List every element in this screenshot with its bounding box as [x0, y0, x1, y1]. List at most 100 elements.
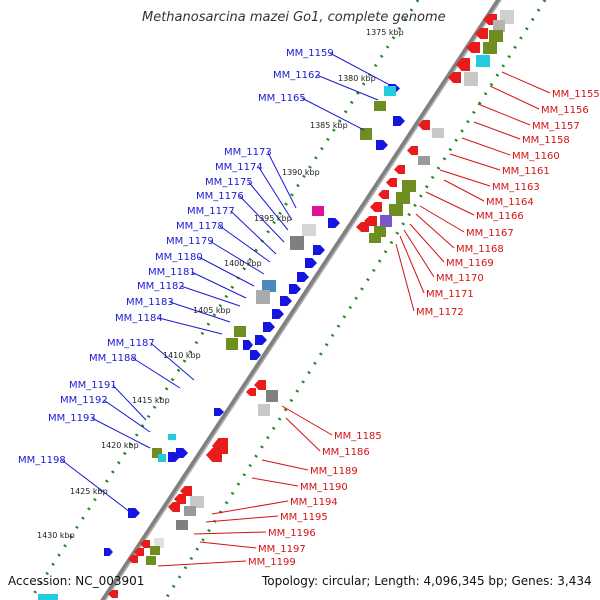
gene-label-forward: MM_1178: [176, 221, 224, 232]
kbp-label: 1400 kbp: [224, 259, 262, 268]
gene-label-reverse: MM_1186: [322, 447, 370, 458]
leader-line-forward: [180, 285, 241, 307]
forward-gene-arrow: [393, 116, 405, 126]
leader-line-reverse: [395, 243, 415, 312]
cyan-gene-box: [38, 594, 58, 600]
leader-line-forward: [230, 210, 277, 255]
leader-line-reverse: [281, 405, 333, 436]
forward-gene-arrow: [104, 548, 113, 556]
forward-gene-arrow: [280, 296, 292, 306]
kbp-label: 1375 kbp: [366, 28, 404, 37]
reverse-gene-arrow: [356, 222, 369, 232]
gene-label-reverse: MM_1170: [436, 273, 484, 284]
cyan-gene-box: [158, 454, 166, 462]
olive-gene-box: [146, 556, 156, 565]
backbone-highlight: [104, 0, 502, 600]
gene-label-reverse: MM_1172: [416, 307, 464, 318]
leader-line-forward: [61, 459, 131, 513]
gene-label-reverse: MM_1168: [456, 244, 504, 255]
gene-label-reverse: MM_1156: [541, 105, 589, 116]
reverse-gene-arrow: [370, 202, 382, 212]
steelblue-gene-box: [262, 280, 276, 292]
grey-gene-box: [154, 538, 164, 548]
leader-line-reverse: [443, 179, 485, 202]
leader-line-reverse: [211, 500, 289, 515]
leader-line-reverse: [403, 229, 435, 278]
gene-label-forward: MM_1162: [273, 70, 321, 81]
kbp-label: 1415 kbp: [132, 396, 170, 405]
forward-gene-arrow: [289, 284, 301, 294]
gene-label-forward: MM_1188: [89, 353, 137, 364]
kbp-tick-dots: [28, 0, 547, 600]
reverse-gene-arrow: [386, 178, 397, 187]
leader-line-forward: [132, 357, 181, 389]
map-title: Methanosarcina mazei Go1, complete genom…: [142, 10, 446, 25]
leader-line-reverse: [419, 205, 465, 233]
gene-label-reverse: MM_1169: [446, 258, 494, 269]
leader-line-forward: [239, 195, 285, 243]
leader-line-forward: [267, 151, 297, 209]
leader-line-forward: [316, 74, 379, 101]
leader-line-reverse: [409, 223, 445, 263]
gene-label-reverse: MM_1171: [426, 289, 474, 300]
leader-line-reverse: [193, 531, 267, 535]
backbone-line: [100, 0, 502, 600]
reverse-gene-arrow: [174, 494, 186, 504]
leader-line-reverse: [199, 541, 257, 549]
gene-label-forward: MM_1198: [18, 455, 66, 466]
olive-gene-box: [389, 204, 403, 216]
leader-line-reverse: [399, 235, 425, 294]
reverse-gene-arrow: [108, 590, 118, 598]
olive-gene-box: [226, 338, 238, 350]
leader-line-reverse: [157, 560, 247, 567]
forward-gene-arrow: [313, 245, 325, 255]
olive-gene-box: [483, 42, 497, 54]
grey-gene-box: [258, 404, 270, 416]
forward-gene-arrow: [272, 309, 284, 319]
gene-label-forward: MM_1181: [148, 267, 196, 278]
grey-gene-box: [493, 20, 505, 32]
gene-label-reverse: MM_1196: [268, 528, 316, 539]
gene-label-reverse: MM_1185: [334, 431, 382, 442]
reverse-gene-arrow: [456, 58, 470, 71]
genome-backbone: [100, 0, 502, 600]
gene-label-reverse: MM_1157: [532, 121, 580, 132]
gene-label-forward: MM_1192: [60, 395, 108, 406]
forward-gene-arrow: [297, 272, 309, 282]
reverse-gene-arrow: [246, 388, 256, 396]
leader-line-forward: [258, 166, 293, 221]
gene-label-reverse: MM_1189: [310, 466, 358, 477]
gene-label-reverse: MM_1190: [300, 482, 348, 493]
forward-gene-arrow: [305, 258, 317, 268]
genome-summary-text: Topology: circular; Length: 4,096,345 bp…: [262, 574, 592, 588]
gene-label-forward: MM_1159: [286, 48, 334, 59]
grey-gene-box: [184, 506, 196, 516]
grey-gene-box: [256, 290, 270, 304]
accession-text: Accession: NC_003901: [8, 574, 145, 588]
kbp-labels: 1375 kbp 1380 kbp 1385 kbp 1390 kbp 1395 kbp…: [37, 28, 404, 540]
gene-label-forward: MM_1182: [137, 281, 185, 292]
olive-gene-box: [150, 546, 160, 555]
gene-label-reverse: MM_1164: [486, 197, 534, 208]
olive-gene-box: [374, 101, 386, 111]
gene-label-forward: MM_1180: [155, 252, 203, 263]
gene-label-reverse: MM_1160: [512, 151, 560, 162]
gene-label-reverse: MM_1195: [280, 512, 328, 523]
olive-gene-box: [369, 233, 381, 243]
grey-gene-box: [266, 390, 278, 402]
olive-gene-box: [489, 30, 503, 42]
grey-gene-box: [418, 156, 430, 165]
tick-track-inner: [28, 0, 420, 600]
leader-line-reverse: [415, 213, 455, 249]
cyan-gene-box: [476, 55, 490, 67]
kbp-label: 1395 kbp: [254, 214, 292, 223]
kbp-label: 1390 kbp: [282, 168, 320, 177]
gene-features: [38, 10, 514, 600]
olive-gene-box: [234, 326, 246, 337]
reverse-gene-arrow: [206, 448, 222, 462]
gene-label-forward: MM_1179: [166, 236, 214, 247]
leader-line-reverse: [285, 417, 321, 452]
leader-line-forward: [103, 399, 151, 433]
forward-gene-arrow: [176, 448, 188, 458]
gene-label-reverse: MM_1166: [476, 211, 524, 222]
